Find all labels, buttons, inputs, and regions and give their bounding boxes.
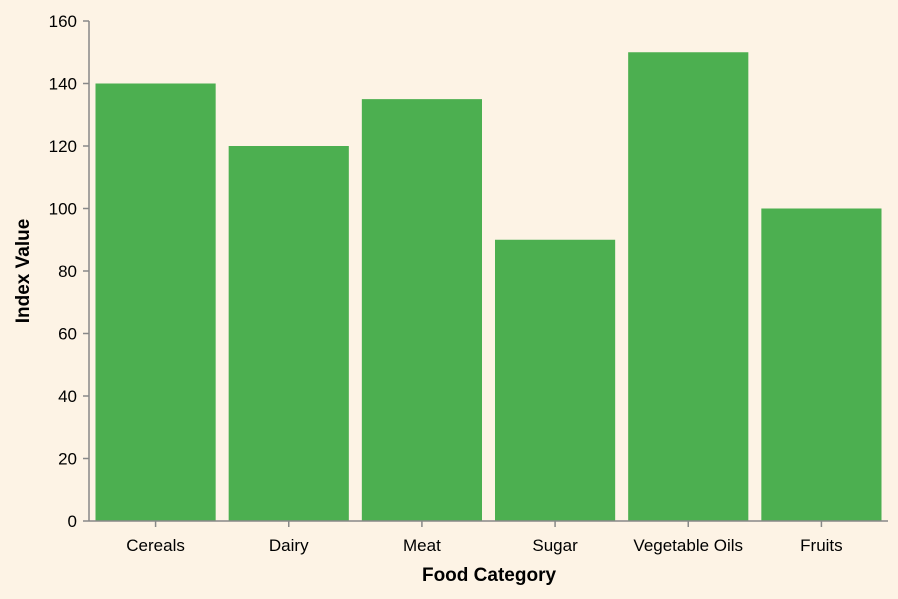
x-tick-label: Meat <box>403 536 441 555</box>
bar-meat <box>361 99 482 521</box>
x-tick-label: Fruits <box>800 536 843 555</box>
y-tick-label: 120 <box>49 137 77 156</box>
y-tick-label: 80 <box>58 262 77 281</box>
y-tick-label: 0 <box>68 512 77 531</box>
y-axis-title: Index Value <box>13 219 34 324</box>
bars-layer <box>95 52 882 521</box>
bar-dairy <box>228 146 349 521</box>
y-tick-label: 40 <box>58 387 77 406</box>
x-tick-label: Sugar <box>532 536 578 555</box>
y-tick-label: 160 <box>49 12 77 31</box>
y-axis: 0 20 40 60 80 100 120 140 160 <box>49 12 90 531</box>
x-tick-label: Cereals <box>126 536 185 555</box>
y-tick-label: 60 <box>58 325 77 344</box>
y-tick-label: 100 <box>49 200 77 219</box>
y-tick-label: 140 <box>49 75 77 94</box>
bar-cereals <box>95 83 216 521</box>
x-axis-title: Food Category <box>422 565 556 586</box>
bar-vegetable-oils <box>628 52 749 521</box>
x-axis: Cereals Dairy Meat Sugar Vegetable Oils Fruit… <box>89 520 888 555</box>
bar-fruits <box>761 208 882 521</box>
y-tick-label: 20 <box>58 450 77 469</box>
bar-sugar <box>495 239 616 521</box>
x-tick-label: Vegetable Oils <box>633 536 743 555</box>
x-tick-label: Dairy <box>269 536 309 555</box>
